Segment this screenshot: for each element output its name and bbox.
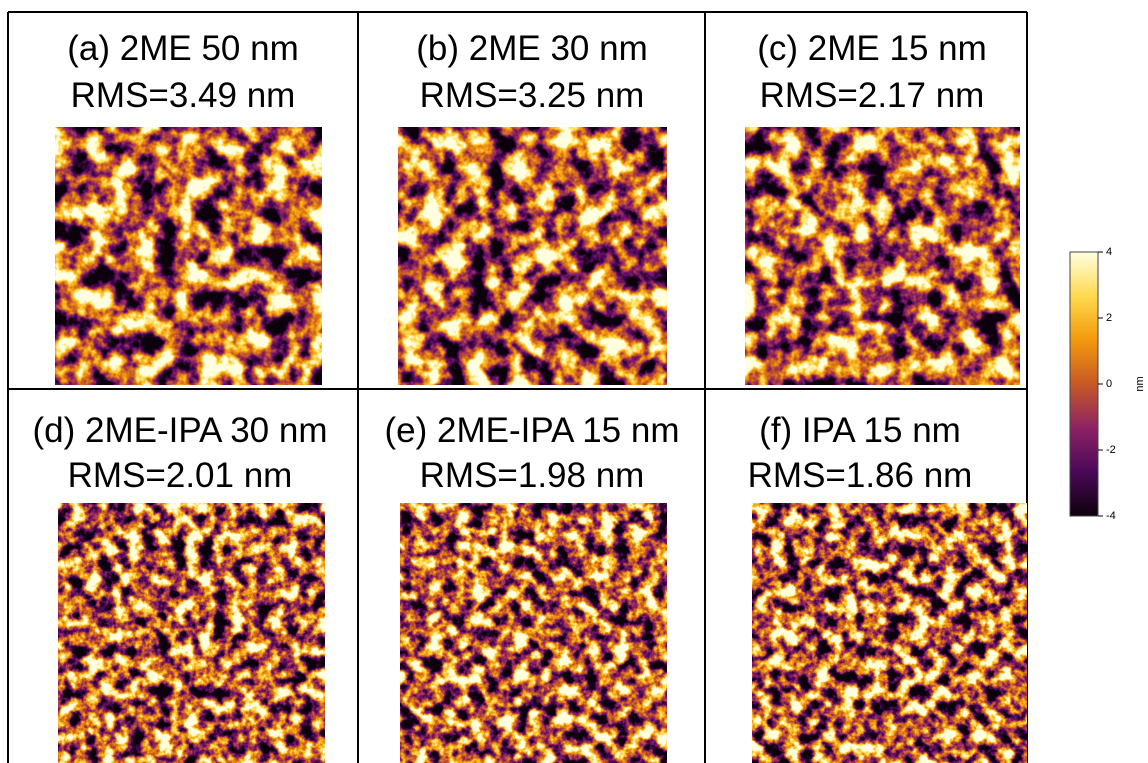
afm-image [58, 503, 325, 763]
panel-rms: RMS=1.98 nm [420, 456, 645, 495]
colorbar-label: nm [1134, 376, 1146, 391]
panel-title: (d) 2ME-IPA 30 nm [32, 411, 327, 450]
colorbar [1069, 251, 1099, 517]
panel-rms: RMS=1.86 nm [748, 456, 973, 495]
panel-rms: RMS=2.01 nm [68, 456, 293, 495]
panel-title: (c) 2ME 15 nm [757, 29, 987, 68]
panel-title: (b) 2ME 30 nm [416, 29, 647, 68]
panel-title: (a) 2ME 50 nm [67, 29, 298, 68]
colorbar-tick-label: 0 [1106, 378, 1112, 390]
colorbar-tick-label: -4 [1106, 510, 1116, 522]
panel-rms: RMS=3.49 nm [71, 76, 296, 115]
panel-title: (f) IPA 15 nm [759, 411, 961, 450]
afm-image [398, 127, 667, 385]
panel-grid [7, 11, 1028, 763]
panel-rms: RMS=2.17 nm [760, 76, 985, 115]
afm-image [745, 127, 1020, 385]
colorbar-tick-label: 2 [1106, 312, 1112, 324]
panel-title: (e) 2ME-IPA 15 nm [384, 411, 679, 450]
colorbar-tick-label: -2 [1106, 444, 1116, 456]
afm-image [752, 503, 1027, 763]
afm-image [55, 127, 322, 385]
colorbar-tick-label: 4 [1106, 246, 1112, 258]
panel-rms: RMS=3.25 nm [420, 76, 645, 115]
afm-image [400, 503, 667, 763]
